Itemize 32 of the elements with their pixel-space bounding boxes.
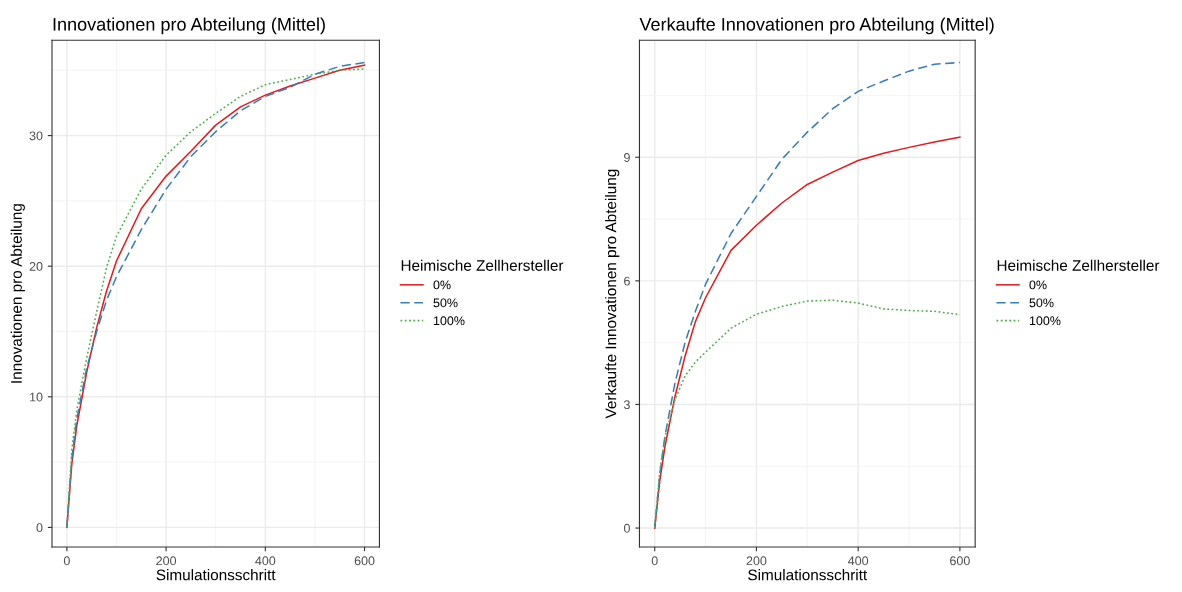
chart-title: Innovationen pro Abteilung (Mittel) [53,17,325,35]
chart-title: Verkaufte Innovationen pro Abteilung (Mittel) [639,17,994,35]
legend-title: Heimische Zellhersteller [401,259,564,271]
x-tick-label: 600 [950,556,970,566]
y-tick-label: 0 [623,523,630,533]
legend-label: 0% [1029,280,1047,290]
x-axis-title: Simulationsschritt [748,569,868,581]
y-axis-title: Verkaufte Innovationen pro Abteilung [605,169,620,419]
legend-label: 50% [1029,298,1054,308]
y-tick-label: 0 [36,523,43,533]
x-axis-title: Simulationsschritt [156,569,276,581]
x-tick-label: 400 [255,556,276,566]
x-tick-label: 200 [156,556,177,566]
legend-title: Heimische Zellhersteller [997,259,1160,271]
x-tick-label: 200 [746,556,767,566]
y-tick-label: 6 [624,276,630,286]
y-tick-label: 30 [29,131,43,141]
x-tick-label: 0 [63,556,70,566]
y-axis-title: Innovationen pro Abteilung [10,204,25,383]
legend-label: 100% [433,316,465,326]
line-series [653,61,961,529]
y-tick-label: 3 [623,400,630,410]
legend-label: 0% [433,280,451,290]
legend-label: 50% [433,298,458,308]
x-tick-label: 0 [651,556,658,566]
y-tick-label: 10 [30,392,43,402]
y-tick-label: 9 [624,153,630,162]
legend-label: 100% [1029,316,1061,326]
y-tick-label: 20 [29,262,43,271]
x-tick-label: 400 [848,556,869,566]
line-series [653,136,961,529]
x-tick-label: 600 [354,556,375,566]
